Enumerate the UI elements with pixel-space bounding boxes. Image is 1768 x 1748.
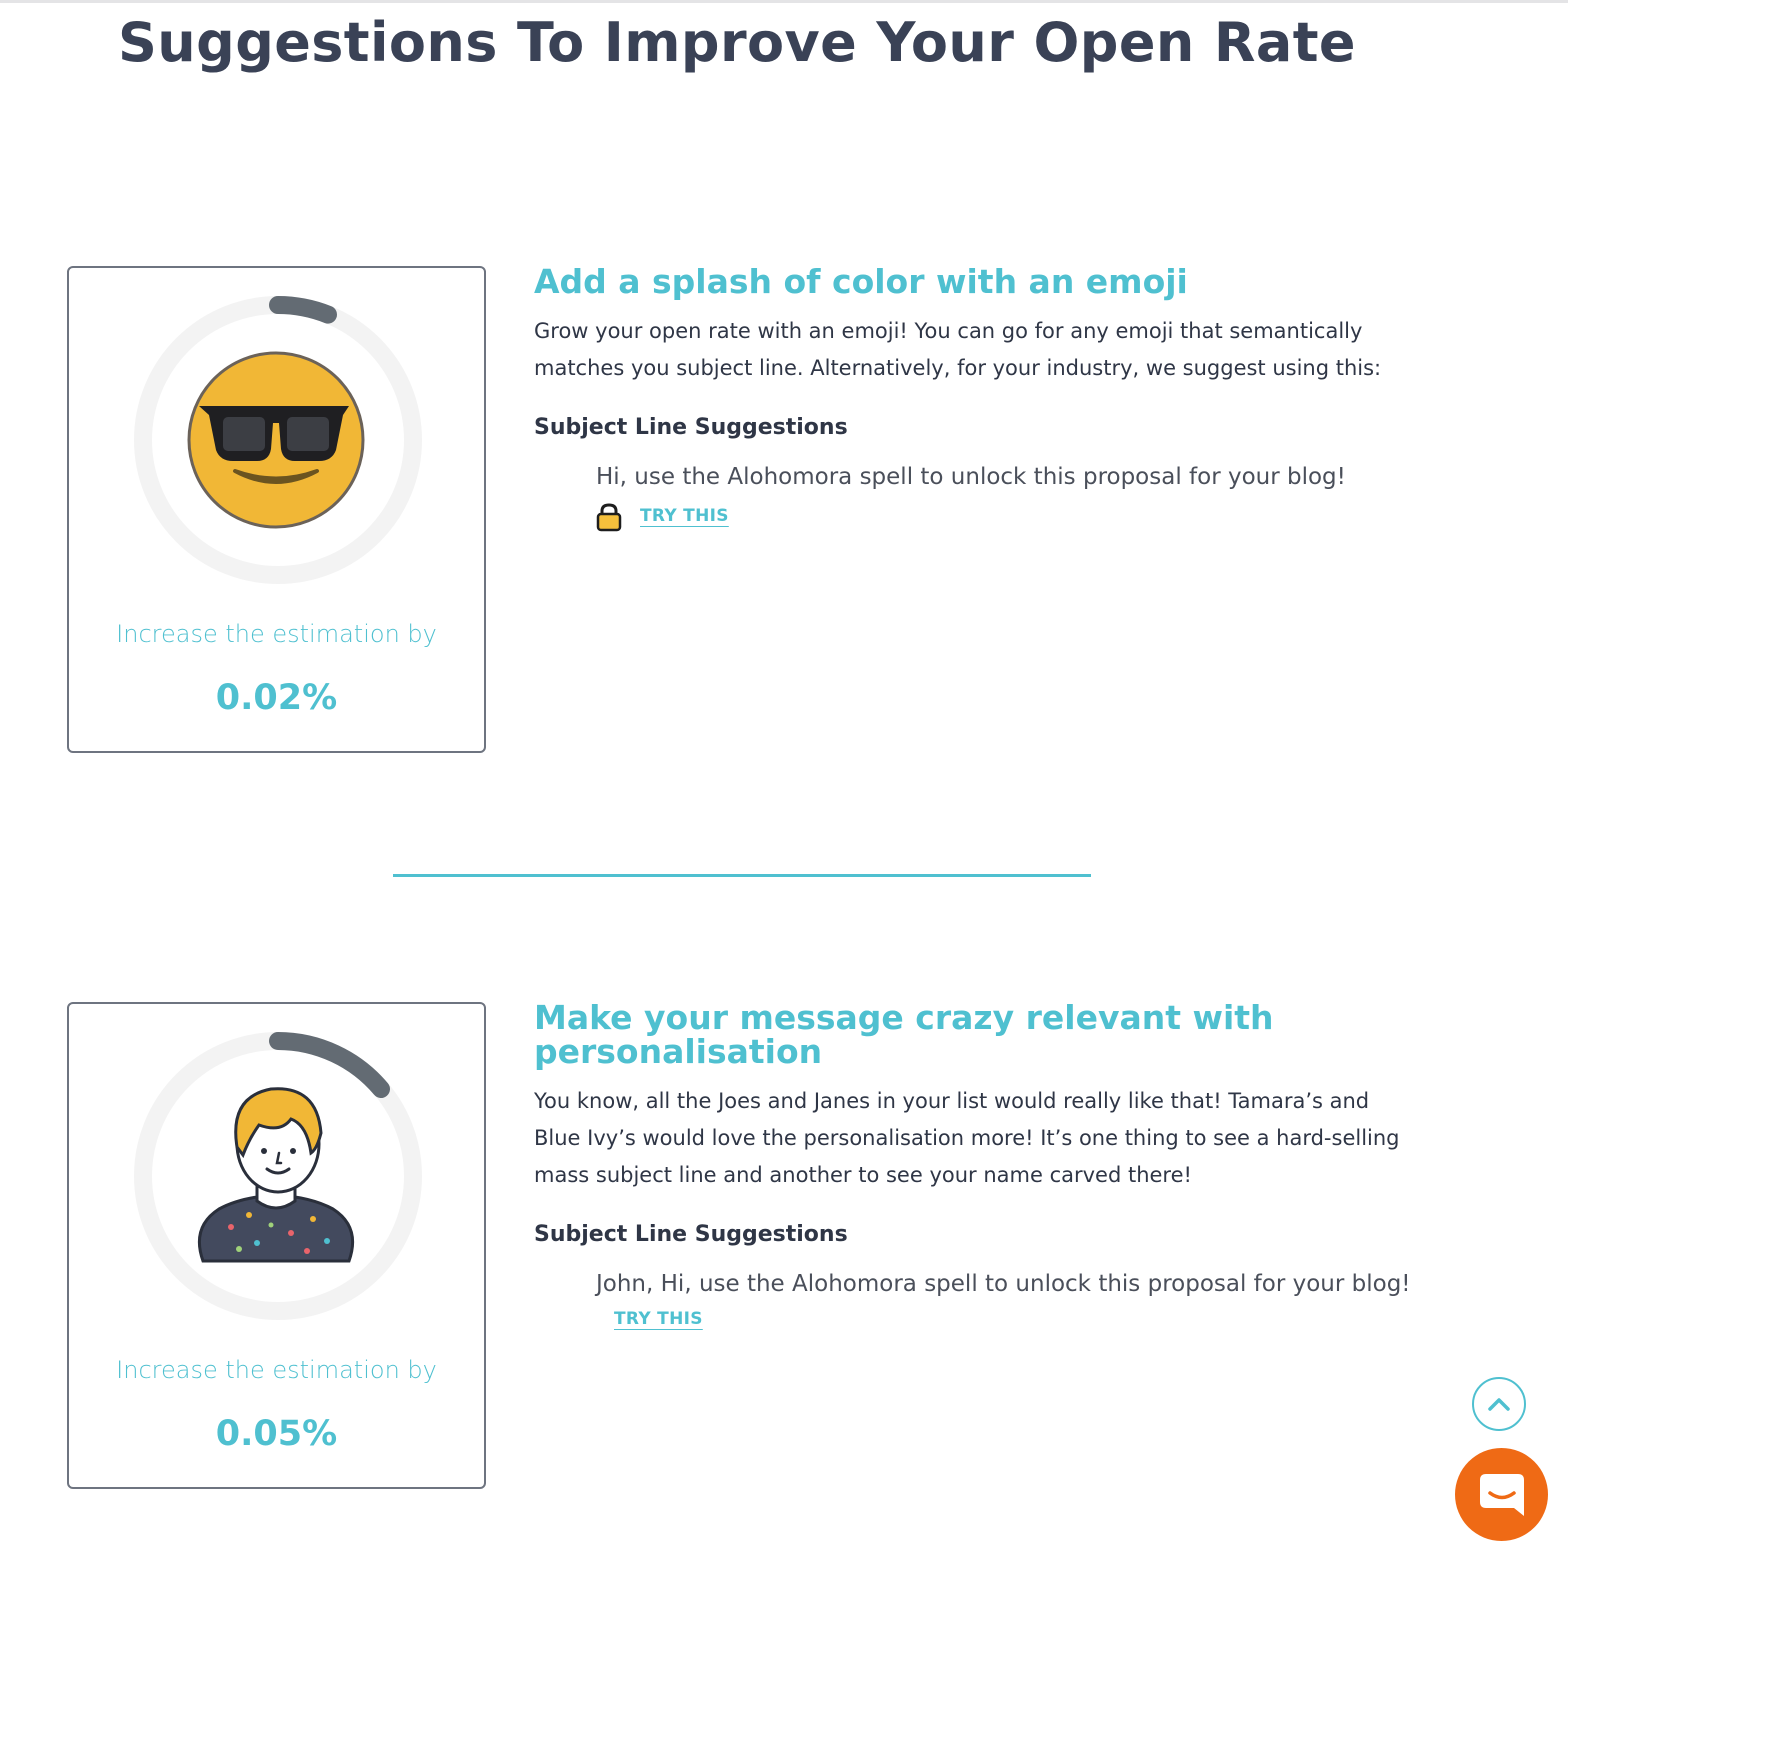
progress-ring-arc — [269, 1032, 390, 1098]
chat-icon — [1479, 1473, 1524, 1516]
page: Suggestions To Improve Your Open Rate In… — [0, 0, 1568, 1541]
suggestion-description: You know, all the Joes and Janes in your… — [534, 1089, 1400, 1187]
progress-ring-arc — [269, 296, 337, 324]
progress-ring — [131, 293, 425, 587]
estimate-value: 0.05% — [215, 1414, 338, 1454]
try-this-link[interactable]: TRY THIS — [640, 506, 729, 526]
suggestion-emoji: Add a splash of color with an emoji Grow… — [534, 265, 1434, 534]
subject-line-suggestion: John, Hi, use the Alohomora spell to unl… — [596, 1267, 1426, 1337]
estimate-label: Increase the estimation by — [116, 620, 437, 648]
suggestion-personalisation: Make your message crazy relevant with pe… — [534, 1001, 1434, 1337]
try-this-link[interactable]: TRY THIS — [614, 1309, 703, 1329]
subject-line-text: John, Hi, use the Alohomora spell to unl… — [596, 1271, 1411, 1297]
suggestion-title: Add a splash of color with an emoji — [534, 262, 1188, 301]
estimate-label: Increase the estimation by — [116, 1356, 437, 1384]
scroll-to-top-button[interactable] — [1472, 1377, 1526, 1431]
progress-ring — [131, 1029, 425, 1323]
section-divider — [393, 874, 1091, 877]
subject-line-suggestion: Hi, use the Alohomora spell to unlock th… — [596, 460, 1426, 534]
chat-launcher-button[interactable] — [1455, 1448, 1548, 1541]
lock-icon — [596, 502, 622, 532]
suggestion-description: Grow your open rate with an emoji! You c… — [534, 319, 1382, 380]
subject-line-heading: Subject Line Suggestions — [534, 1222, 848, 1247]
suggestion-title: Make your message crazy relevant with pe… — [534, 998, 1274, 1071]
person-avatar-icon — [197, 1087, 355, 1263]
estimate-value: 0.02% — [215, 678, 338, 718]
subject-line-actions: TRY THIS — [596, 499, 1426, 534]
page-title: Suggestions To Improve Your Open Rate — [118, 11, 1356, 74]
subject-line-heading: Subject Line Suggestions — [534, 415, 848, 440]
chevron-up-icon — [1488, 1398, 1510, 1411]
estimate-card-personalisation: Increase the estimation by 0.05% — [67, 1002, 486, 1489]
sunglasses-emoji-icon — [187, 351, 365, 529]
estimate-card-emoji: Increase the estimation by 0.02% — [67, 266, 486, 753]
subject-line-text: Hi, use the Alohomora spell to unlock th… — [596, 464, 1346, 490]
